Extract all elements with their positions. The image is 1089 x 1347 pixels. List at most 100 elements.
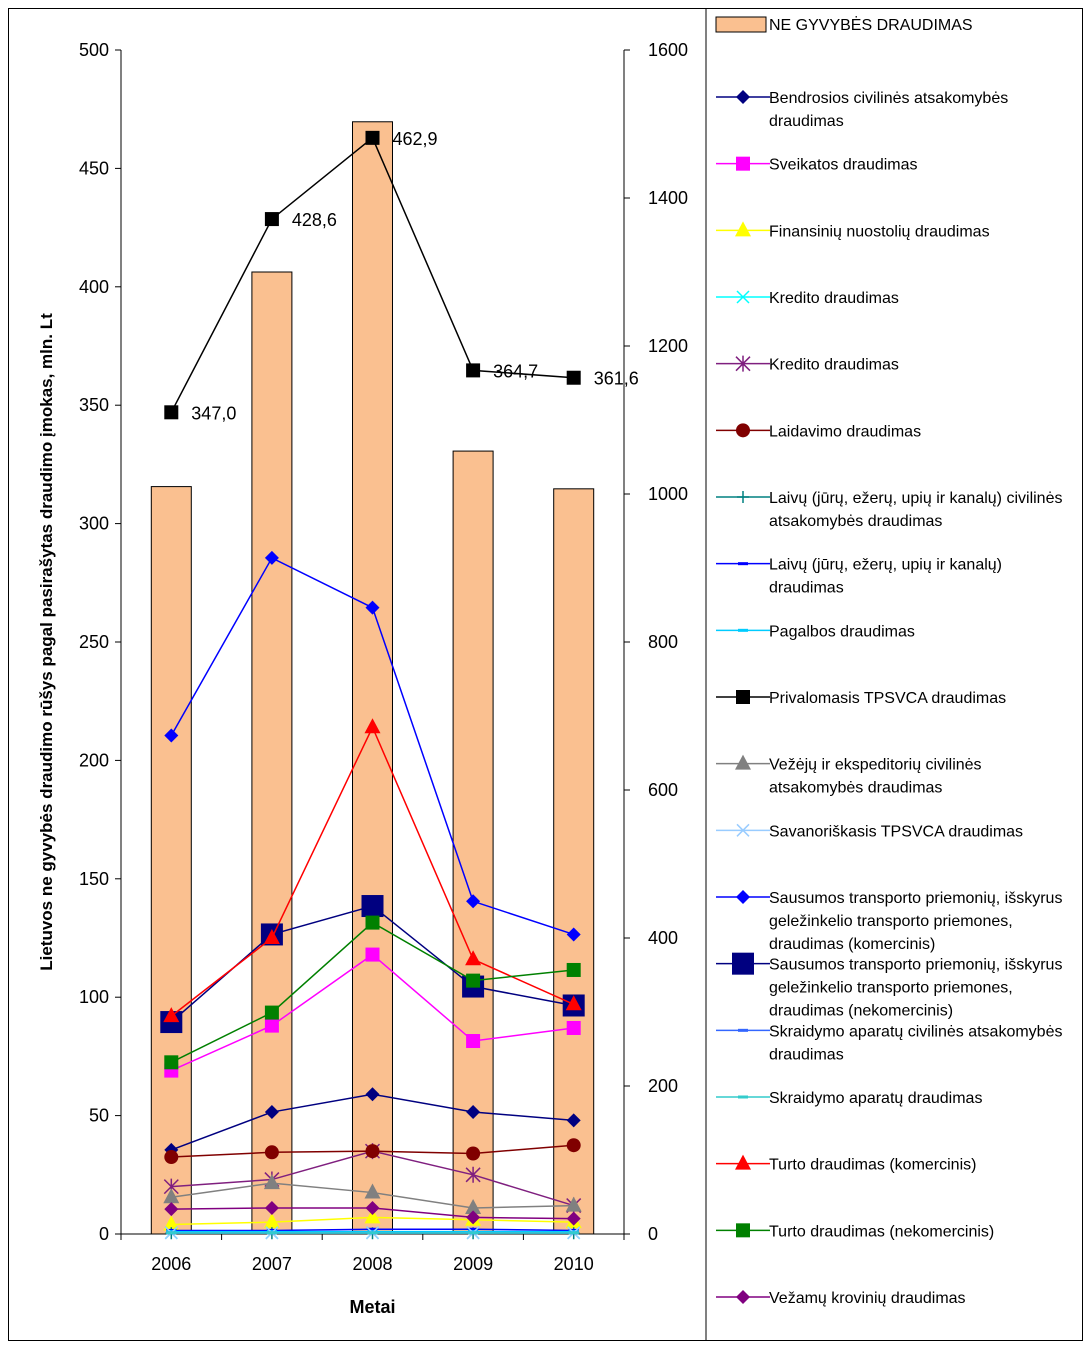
y-tick-label-left: 0 [99, 1224, 109, 1244]
series-5 [164, 1138, 581, 1165]
point-turto-draudimas-nekomercinis-2009 [466, 973, 481, 988]
legend-item-2: Finansinių nuostolių draudimas [716, 221, 990, 240]
point-skraidymo-aparatu-draudimas-2007 [266, 1231, 277, 1235]
point-laidavimo-draudimas-2008 [365, 1144, 380, 1159]
y-tick-label-right: 1000 [648, 484, 688, 504]
series-18 [164, 1200, 581, 1226]
legend-marker [735, 221, 751, 237]
point-vezamu-kroviniu-draudimas-2008 [365, 1200, 380, 1215]
legend-item-18: Vežamų krovinių draudimas [716, 1290, 966, 1307]
series-0 [164, 1087, 581, 1157]
point-turto-draudimas-nekomercinis-2008 [365, 915, 380, 930]
point-sausumos-transporto-priemoniu-isskyrus-gelezinkelio-transporto-priemones-draudimas-komercinis-2009 [466, 894, 481, 909]
legend-bar-swatch [715, 16, 767, 33]
point-skraidymo-aparatu-draudimas-2010 [568, 1231, 579, 1235]
legend-label: Laivų (jūrų, ežerų, upių ir kanalų) civi… [769, 490, 1062, 530]
point-finansiniu-nuostoliu-draudimas-2006 [163, 1215, 180, 1231]
point-sausumos-transporto-priemoniu-isskyrus-gelezinkelio-transporto-priemones-draudimas-komercinis-2006 [164, 728, 179, 743]
legend-label: Vežamų krovinių draudimas [769, 1290, 966, 1307]
point-vezamu-kroviniu-draudimas-2006 [164, 1202, 179, 1217]
point-turto-draudimas-komercinis-2006 [163, 1007, 180, 1023]
legend-label: NE GYVYBĖS DRAUDIMAS [769, 15, 973, 34]
legend-label: Bendrosios civilinės atsakomybės draudima… [769, 90, 1008, 130]
y-tick-label-right: 1200 [648, 336, 688, 356]
legend-item-3: Kredito draudimas [716, 290, 899, 307]
legend-item-8: Pagalbos draudimas [716, 623, 915, 640]
legend-marker [736, 690, 750, 704]
data-label: 462,9 [393, 129, 438, 149]
y-tick-label-right: 200 [648, 1076, 678, 1096]
series-9 [164, 130, 581, 420]
point-sveikatos-draudimas-2007 [264, 1018, 279, 1033]
y-tick-label-left: 300 [79, 514, 109, 534]
legend-label: Laivų (jūrų, ežerų, upių ir kanalų) draud… [769, 557, 1002, 597]
legend-label: Sausumos transporto priemonių, išskyrus g… [769, 890, 1062, 953]
y-tick-label-left: 450 [79, 158, 109, 178]
y-tick-label-left: 50 [89, 1106, 109, 1126]
point-vezeju-ir-ekspeditoriu-civilines-atsakomybes-draudimas-2009 [465, 1198, 482, 1214]
chart-frame [8, 8, 1083, 1341]
point-sausumos-transporto-priemoniu-isskyrus-gelezinkelio-transporto-priemones-draudimas-komercinis-2007 [264, 550, 279, 565]
point-vezeju-ir-ekspeditoriu-civilines-atsakomybes-draudimas-2006 [163, 1188, 180, 1204]
point-vezamu-kroviniu-draudimas-2007 [264, 1200, 279, 1215]
y-tick-label-right: 1400 [648, 188, 688, 208]
point-sveikatos-draudimas-2008 [365, 947, 380, 962]
legend-marker [738, 1028, 748, 1032]
point-laidavimo-draudimas-2009 [466, 1146, 481, 1161]
legend-item-17: Turto draudimas (nekomercinis) [716, 1223, 994, 1240]
legend-label: Kredito draudimas [769, 290, 899, 307]
point-privalomasis-tpsvca-draudimas-2006 [164, 405, 179, 420]
legend-label: Finansinių nuostolių draudimas [769, 223, 990, 240]
legend-item-0: Bendrosios civilinės atsakomybės draudima… [716, 90, 1008, 130]
y-tick-label-left: 200 [79, 750, 109, 770]
legend-marker [737, 491, 749, 503]
point-turto-draudimas-komercinis-2007 [263, 929, 280, 944]
legend-label: Vežėjų ir ekspeditorių civilinės atsakomy… [769, 757, 982, 797]
legend-label: Kredito draudimas [769, 357, 899, 374]
point-laivu-juru-ezeru-upiu-ir-kanalu-draudimas-2009 [468, 1227, 479, 1231]
x-tick-label: 2009 [453, 1254, 493, 1274]
legend-marker [735, 754, 751, 770]
y-tick-label-left: 500 [79, 40, 109, 60]
y-tick-label-left: 250 [79, 632, 109, 652]
point-privalomasis-tpsvca-draudimas-2008 [365, 130, 380, 145]
point-skraidymo-aparatu-draudimas-2006 [166, 1231, 177, 1235]
point-privalomasis-tpsvca-draudimas-2010 [566, 370, 581, 385]
legend-marker [736, 890, 750, 904]
legend-marker [735, 1154, 751, 1170]
bar-layer [150, 121, 595, 1235]
label-layer: 347,0 428,6 462,9 364,7 361,6 [191, 129, 638, 423]
legend-item-5: Laidavimo draudimas [716, 423, 921, 440]
legend-marker [738, 628, 748, 632]
legend-item-14: Skraidymo aparatų civilinės atsakomybės d… [716, 1023, 1062, 1063]
bar-2008 [352, 121, 393, 1235]
legend-item-16: Turto draudimas (komercinis) [716, 1154, 976, 1174]
x-tick-label: 2008 [352, 1254, 392, 1274]
data-label: 347,0 [191, 403, 236, 423]
y-tick-label-right: 1600 [648, 40, 688, 60]
series-15 [166, 1231, 579, 1235]
legend-label: Privalomasis TPSVCA draudimas [769, 690, 1006, 707]
legend-item-10: Vežėjų ir ekspeditorių civilinės atsakomy… [716, 754, 982, 797]
point-privalomasis-tpsvca-draudimas-2007 [264, 212, 279, 227]
point-bendrosios-civilines-atsakomybes-draudimas-2008 [365, 1087, 380, 1102]
y-tick-label-left: 100 [79, 987, 109, 1007]
series-10 [163, 1174, 582, 1214]
legend-item-11: Savanoriškasis TPSVCA draudimas [716, 823, 1023, 840]
legend-item-15: Skraidymo aparatų draudimas [716, 1090, 982, 1107]
point-bendrosios-civilines-atsakomybes-draudimas-2010 [566, 1113, 581, 1128]
point-bendrosios-civilines-atsakomybes-draudimas-2009 [466, 1105, 481, 1120]
y-tick-label-right: 0 [648, 1224, 658, 1244]
point-turto-draudimas-komercinis-2008 [364, 718, 381, 734]
point-sausumos-transporto-priemoniu-isskyrus-gelezinkelio-transporto-priemones-draudimas-komercinis-2008 [365, 600, 380, 615]
point-vezamu-kroviniu-draudimas-2010 [566, 1211, 581, 1226]
point-kredito-draudimas-2009 [465, 1166, 481, 1183]
point-finansiniu-nuostoliu-draudimas-2008 [364, 1208, 381, 1224]
point-finansiniu-nuostoliu-draudimas-2007 [263, 1213, 280, 1229]
point-skraidymo-aparatu-draudimas-2008 [367, 1231, 378, 1235]
point-skraidymo-aparatu-draudimas-2009 [468, 1231, 479, 1235]
legend-marker [736, 1223, 750, 1238]
y-tick-label-left: 150 [79, 869, 109, 889]
point-turto-draudimas-komercinis-2009 [465, 950, 482, 966]
point-turto-draudimas-nekomercinis-2006 [164, 1055, 179, 1070]
